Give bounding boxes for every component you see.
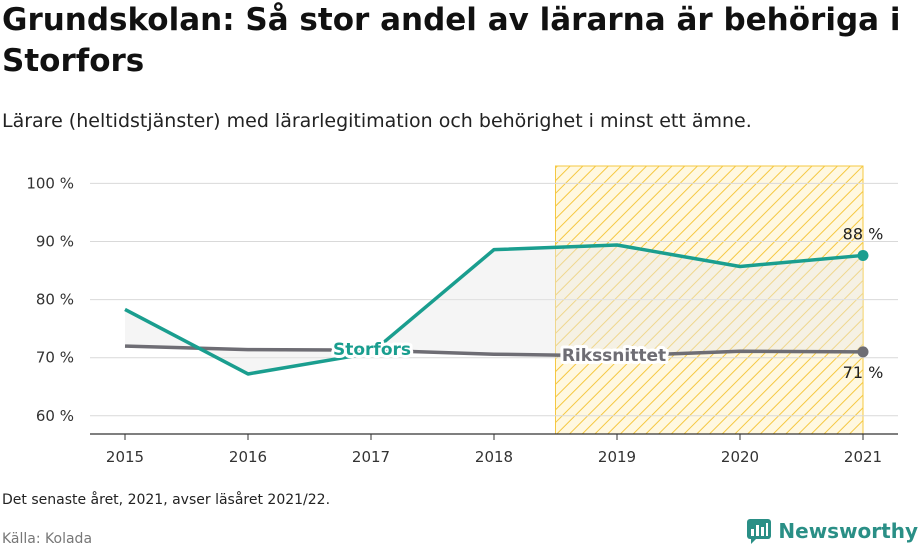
x-tick-label: 2019 bbox=[598, 448, 636, 466]
series-line-storfors bbox=[124, 243, 864, 376]
x-tick-label: 2020 bbox=[721, 448, 759, 466]
x-tick-label: 2017 bbox=[352, 448, 390, 466]
footnote: Det senaste året, 2021, avser läsåret 20… bbox=[2, 492, 331, 508]
series-label-rikssnittet: Rikssnittet bbox=[562, 346, 666, 366]
chart-subtitle: Lärare (heltidstjänster) med lärarlegiti… bbox=[2, 110, 752, 132]
series-label-storfors-halo: Storfors bbox=[333, 340, 411, 360]
x-tick-label: 2015 bbox=[106, 448, 144, 466]
y-tick-label: 60 % bbox=[36, 407, 74, 425]
data-label-storfors: 88 % bbox=[843, 224, 884, 243]
x-tick-label: 2018 bbox=[475, 448, 513, 466]
x-tick-label: 2016 bbox=[229, 448, 267, 466]
brand-logo: Newsworthy bbox=[746, 518, 918, 544]
x-tick-label: 2021 bbox=[844, 448, 882, 466]
line-chart: 60 % 70 % 80 % 90 % 100 % 2015 2016 2017 2018 201… bbox=[26, 165, 898, 466]
source-note: Källa: Kolada bbox=[2, 531, 93, 547]
newsworthy-logo-icon bbox=[747, 519, 772, 544]
chart-title: Grundskolan: Så stor andel av lärarna är… bbox=[2, 2, 901, 79]
brand-name: Newsworthy bbox=[778, 519, 918, 543]
y-tick-label: 70 % bbox=[36, 349, 74, 367]
data-label-rikssnittet: 71 % bbox=[843, 363, 884, 382]
series-line-rikssnittet bbox=[124, 344, 864, 358]
y-tick-label: 90 % bbox=[36, 233, 74, 251]
y-tick-label: 80 % bbox=[36, 291, 74, 309]
series-label-rikssnittet-halo: Rikssnittet bbox=[562, 346, 666, 366]
y-tick-label: 100 % bbox=[26, 174, 74, 192]
end-point-rikssnittet bbox=[857, 346, 869, 358]
series-label-storfors: Storfors bbox=[333, 340, 411, 360]
end-point-storfors bbox=[857, 249, 869, 261]
difference-area bbox=[125, 244, 863, 374]
